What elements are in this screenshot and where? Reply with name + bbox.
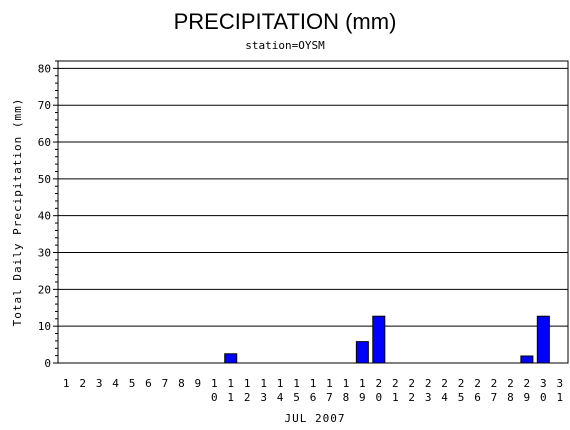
x-tick-label: 8 <box>178 377 185 390</box>
bar-layer <box>224 315 550 364</box>
y-tick-layer: 0 10 20 30 40 50 60 70 80 <box>38 60 58 370</box>
y-axis-label: Total Daily Precipitation (mm) <box>11 98 24 327</box>
x-axis-label: JUL 2007 <box>285 412 346 425</box>
x-tick-label: 3 <box>96 377 103 390</box>
x-tick-label: 4 <box>112 377 119 390</box>
x-tick-label: 5 <box>129 377 136 390</box>
plot-frame <box>57 60 569 364</box>
y-tick-label: 60 <box>38 136 51 149</box>
x-tick-layer: 1 2 3 4 5 6 7 8 9 1 01 11 21 31 41 51 61 71 81 92 02 12 22 32 42… <box>63 377 563 404</box>
x-tick-label: 2 <box>79 377 86 390</box>
y-tick-label: 70 <box>38 99 51 112</box>
bar-day-30 <box>536 315 550 364</box>
bar-day-29 <box>520 355 534 364</box>
x-tick-label: 6 <box>145 377 152 390</box>
y-tick-label: 30 <box>38 247 51 260</box>
y-tick-label: 0 <box>44 357 51 370</box>
y-tick-label: 50 <box>38 173 51 186</box>
bar-day-20 <box>372 315 386 364</box>
chart-subtitle: station=OYSM <box>245 39 325 52</box>
x-tick-label: 9 <box>195 377 202 390</box>
y-tick-label: 40 <box>38 210 51 223</box>
y-tick-label: 80 <box>38 62 51 75</box>
bar-day-11 <box>224 353 238 364</box>
x-tick-label: 1 <box>63 377 70 390</box>
grid-layer <box>58 67 568 327</box>
bar-day-19 <box>355 341 369 364</box>
x-tick-label: 7 <box>162 377 169 390</box>
chart-title: PRECIPITATION (mm) <box>174 9 397 34</box>
y-tick-label: 10 <box>38 320 51 333</box>
y-tick-label: 20 <box>38 283 51 296</box>
